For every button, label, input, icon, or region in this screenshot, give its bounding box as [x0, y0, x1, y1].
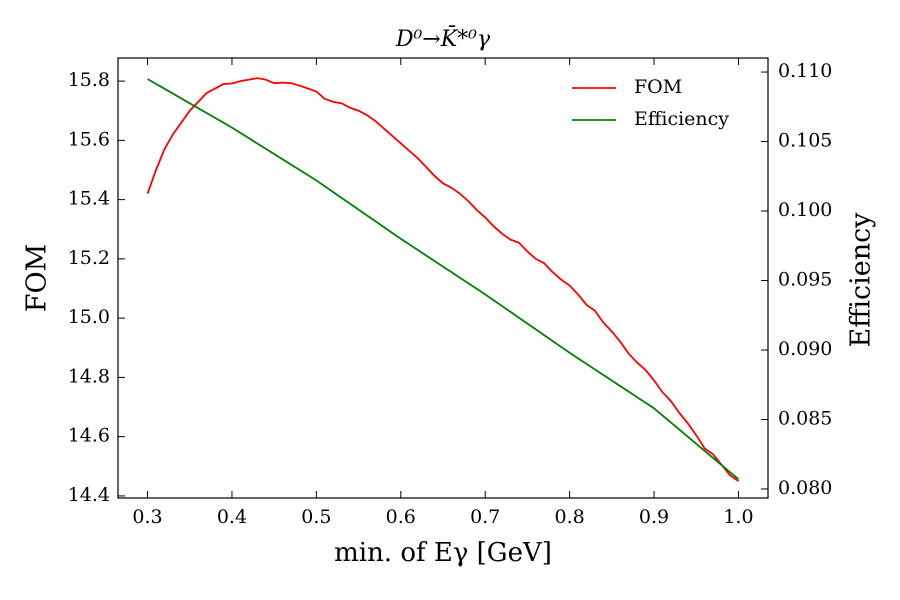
y-tick-label: 15.0 [68, 306, 110, 328]
y2-tick-label: 0.100 [778, 199, 832, 221]
y2-axis-label: Efficiency [846, 212, 877, 348]
y2-tick-label: 0.110 [778, 60, 832, 82]
y-tick-label: 15.2 [68, 247, 110, 269]
y-tick-label: 14.4 [68, 484, 110, 506]
plot-frame [117, 57, 769, 499]
series-line [146, 77, 739, 482]
y2-tick-label: 0.090 [778, 338, 832, 360]
x-tick-label: 0.3 [132, 506, 162, 528]
legend-label: Efficiency [634, 108, 729, 130]
legend-label: FOM [634, 76, 682, 98]
y-axis-label: FOM [22, 244, 53, 313]
x-tick-label: 0.5 [301, 506, 331, 528]
x-tick-label: 0.7 [470, 506, 500, 528]
x-tick-label: 0.4 [217, 506, 247, 528]
chart-title: D⁰→K̄*⁰γ [395, 25, 491, 52]
y-tick-label: 14.6 [68, 425, 110, 447]
y2-tick-label: 0.105 [778, 130, 832, 152]
x-tick-label: 0.9 [639, 506, 669, 528]
x-tick-label: 1.0 [723, 506, 753, 528]
y2-tick-label: 0.085 [778, 407, 832, 429]
y-tick-label: 15.8 [68, 69, 110, 91]
y-tick-label: 15.4 [68, 188, 110, 210]
x-tick-label: 0.6 [386, 506, 416, 528]
y-tick-label: 15.6 [68, 128, 110, 150]
y-tick-label: 14.8 [68, 365, 110, 387]
series-line [147, 78, 740, 480]
x-tick-label: 0.8 [555, 506, 585, 528]
y2-tick-label: 0.095 [778, 269, 832, 291]
y2-tick-label: 0.080 [778, 477, 832, 499]
x-axis-label: min. of Eγ [GeV] [334, 538, 552, 568]
